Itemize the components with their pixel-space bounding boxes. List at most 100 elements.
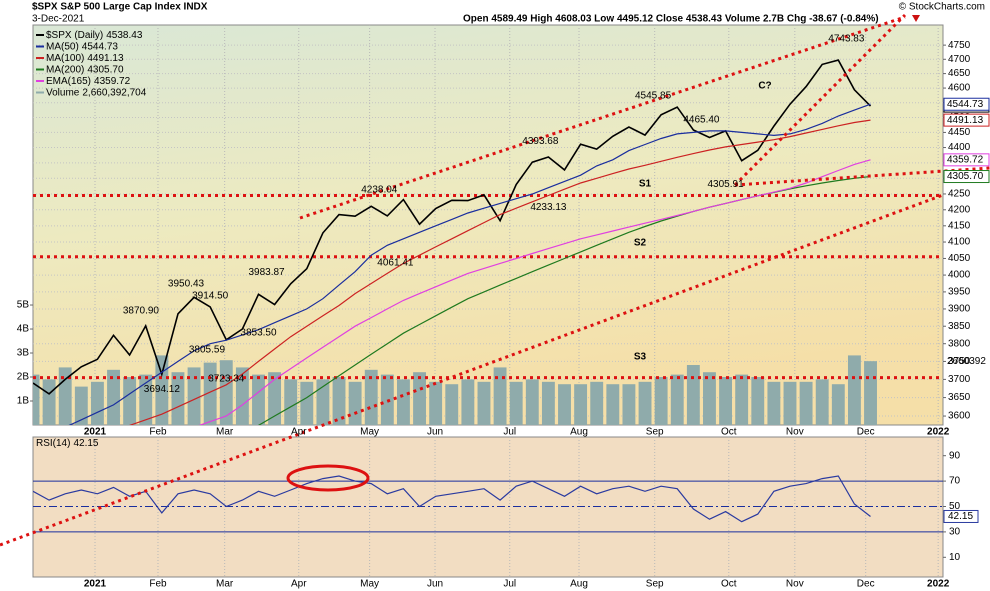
volume-bar [397, 379, 410, 425]
y-tick-label: 3600 [948, 411, 971, 422]
legend-value: 4305.70 [87, 64, 124, 75]
last-value-box [943, 113, 990, 127]
price-annotation: 4393.68 [522, 136, 559, 147]
x-tick-label: Mar [216, 579, 234, 590]
legend-entry: $SPX (Daily) 4538.43 [46, 30, 143, 41]
volume-bar [171, 372, 185, 425]
title: $SPX S&P 500 Large Cap Index INDX [32, 2, 208, 13]
moving-average [128, 119, 871, 425]
price-annotation: 3983.87 [248, 267, 285, 278]
x-tick-label: Feb [149, 427, 167, 438]
y2-tick-label: 2B [17, 372, 30, 383]
volume-bar [300, 381, 314, 425]
y2-tick-label: 4B [17, 324, 30, 335]
legend-value: 4359.72 [94, 76, 131, 87]
y-tick-label: 4000 [948, 270, 971, 281]
y-tick-label: 4250 [948, 189, 971, 200]
volume-bar [606, 384, 620, 425]
last-value-label: 4544.73 [947, 99, 984, 110]
upper-channel [299, 15, 906, 220]
y-tick-label: 4200 [948, 204, 971, 215]
rsi-legend: RSI(14) 42.15 [36, 438, 99, 449]
legend-value: 4544.73 [82, 41, 119, 52]
legend-name: MA(50) [46, 41, 79, 52]
x-tick-label: Feb [149, 579, 167, 590]
last-value-box [943, 170, 990, 184]
price-annotation: 3723.34 [208, 374, 245, 385]
volume-bar [719, 377, 733, 425]
rsi-highlight [286, 464, 370, 492]
legend-entry: MA(50) 4544.73 [46, 41, 118, 52]
price-annotation: 4465.40 [683, 114, 720, 125]
volume-bar [461, 379, 475, 425]
volume-bar [219, 360, 233, 425]
x-tick-label: Jul [503, 427, 516, 438]
volume-bar [348, 381, 362, 425]
volume-bar [74, 386, 88, 425]
x-tick-label: 2021 [84, 579, 107, 590]
price-annotation: 3853.50 [240, 328, 277, 339]
last-value-label: 4305.70 [947, 171, 984, 182]
price-annotation: 3694.12 [144, 384, 181, 395]
x-tick-label: Sep [646, 579, 664, 590]
volume-bar [155, 355, 169, 425]
last-value-label: 4359.72 [947, 154, 984, 165]
x-tick-label: 2022 [927, 579, 950, 590]
volume-bar [139, 374, 153, 425]
x-tick-label: Jun [427, 427, 443, 438]
volume-bar [590, 381, 604, 425]
x-tick-label: Apr [291, 427, 307, 438]
quote: Open 4589.49 High 4608.03 Low 4495.12 Cl… [463, 14, 879, 25]
volume-bar [864, 361, 877, 425]
y-tick-label: 4700 [948, 54, 971, 65]
x-tick-label: 2021 [84, 427, 107, 438]
y2-tick-label: 3B [17, 348, 30, 359]
wedge-upper [733, 13, 907, 187]
legend-entry: EMA(165) 4359.72 [46, 76, 131, 87]
y-tick-label: 3950 [948, 287, 971, 298]
legend-entry: MA(100) 4491.13 [46, 53, 124, 64]
price-annotation: 4743.83 [828, 34, 865, 45]
x-tick-label: Apr [291, 579, 307, 590]
legend-name: RSI(14) [36, 438, 70, 449]
support-label: S1 [639, 179, 652, 190]
rsi-value-label: 42.15 [948, 511, 973, 522]
x-tick-label: Oct [721, 579, 737, 590]
rsi-tick-label: 50 [949, 501, 961, 512]
volume-bar [90, 381, 104, 425]
volume-bar [203, 362, 217, 425]
last-value-label: 4491.13 [947, 115, 984, 126]
price-annotation: 3950.43 [168, 278, 205, 289]
y-tick-label: 4750 [948, 40, 971, 51]
x-tick-label: Oct [721, 427, 737, 438]
x-tick-label: Jul [503, 579, 516, 590]
volume-bar [622, 384, 636, 425]
volume-bar [574, 384, 588, 425]
y-tick-label: 4650 [948, 68, 971, 79]
volume-bar [316, 379, 330, 425]
volume-bar [123, 377, 137, 425]
last-value-box [943, 153, 990, 167]
volume-bar [638, 381, 652, 425]
volume-bar [33, 374, 40, 425]
moving-average [68, 103, 871, 425]
volume-bar [670, 374, 684, 425]
legend-value: 4491.13 [87, 53, 124, 64]
volume-bar [493, 367, 507, 425]
volume-bar [799, 381, 813, 425]
last-value-box [943, 97, 990, 111]
y-tick-label: 3900 [948, 304, 971, 315]
legend-value: 2,660,392,704 [82, 87, 146, 98]
volume-bar [332, 377, 346, 425]
y-tick-label: 4600 [948, 83, 971, 94]
y-tick-label: 3700 [948, 374, 971, 385]
volume-bar [735, 374, 749, 425]
rsi-line [33, 475, 871, 523]
price-annotation: 4233.13 [530, 202, 567, 213]
x-tick-label: May [360, 579, 379, 590]
volume-bar [558, 384, 571, 425]
x-tick-label: Jun [427, 579, 443, 590]
volume-last-label: 2660392 [947, 356, 986, 367]
y-tick-label: 4150 [948, 220, 971, 231]
